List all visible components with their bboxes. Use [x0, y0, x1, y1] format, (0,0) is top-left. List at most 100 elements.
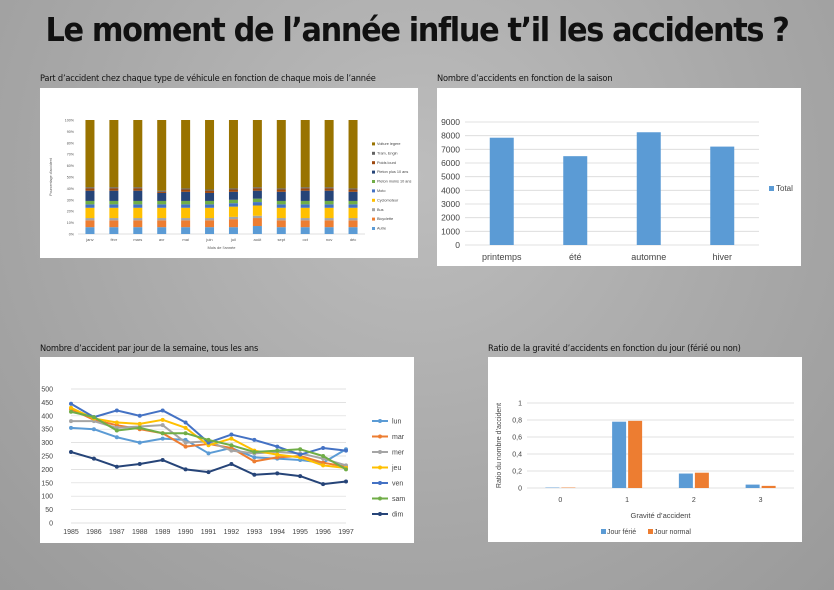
chart3-point: [275, 444, 280, 449]
chart4-bar: [745, 484, 760, 488]
chart1-bar-segment: [181, 207, 191, 219]
chart1-x-axis-label: Mois de l’année: [207, 245, 236, 250]
chart4-x-tick-label: 2: [692, 497, 696, 504]
chart1-bar-segment: [324, 187, 334, 189]
chart1-legend-label: Bus: [377, 208, 384, 212]
chart1-bar-segment: [324, 220, 334, 228]
chart3-point: [206, 437, 211, 442]
chart1-bar-segment: [157, 204, 167, 208]
chart1-bar-segment: [157, 191, 167, 193]
chart3-point: [206, 451, 211, 456]
chart1-bar-segment: [348, 189, 358, 192]
chart3-point: [183, 440, 188, 445]
chart1-x-tick-label: déc: [350, 237, 356, 242]
chart1-bar-segment: [300, 204, 310, 208]
chart3-legend-label: jeu: [391, 465, 401, 472]
chart1-bar-segment: [228, 120, 238, 189]
chart3-point: [137, 440, 142, 445]
chart1-bar-segment: [205, 207, 215, 219]
chart1-x-tick-label: août: [253, 237, 262, 242]
chart3-point: [137, 425, 142, 430]
chart1-y-tick-label: 30%: [67, 198, 75, 202]
chart4-legend-label: Jour férié: [607, 529, 636, 536]
chart1-y-axis-label: Pourcentage d’accident: [49, 158, 53, 196]
chart2-x-tick-label: été: [569, 252, 582, 262]
chart1-bar-segment: [181, 200, 191, 205]
chart1-x-tick-label: avr: [159, 237, 165, 242]
chart1-bar-segment: [109, 227, 119, 234]
page-title: Le moment de l’année influe t’il les acc…: [45, 10, 789, 49]
chart1-bar-segment: [109, 190, 119, 201]
chart2-y-tick-label: 4000: [441, 185, 460, 195]
chart3-legend-label: lun: [392, 419, 401, 426]
chart3-y-tick-label: 350: [41, 427, 53, 434]
chart2-y-tick-label: 9000: [441, 117, 460, 127]
chart1-y-tick-label: 60%: [67, 164, 75, 168]
chart1-x-tick-label: mai: [182, 237, 189, 242]
chart1-bar-segment: [109, 204, 119, 208]
chart1-bar-segment: [181, 218, 191, 221]
chart1-bar-segment: [133, 200, 143, 205]
chart3-x-tick-label: 1986: [86, 529, 102, 536]
chart1-bar-segment: [205, 120, 215, 190]
chart3-legend-label: mar: [392, 434, 405, 441]
chart3-point: [114, 464, 119, 469]
chart1-x-tick-label: oct: [303, 237, 309, 242]
chart1-y-tick-label: 80%: [67, 141, 75, 145]
chart1-bar-segment: [348, 204, 358, 208]
chart1-legend-label: Cyclomoteur: [377, 198, 399, 202]
chart4-bar: [678, 473, 693, 488]
chart3-panel: 0 50 100 150 200 250 300 350 400 450 500 1985 1986 19…: [40, 357, 414, 543]
chart3-point: [321, 463, 326, 468]
chart1-x-tick-label: sept: [278, 237, 286, 242]
chart1-bar-segment: [181, 191, 191, 201]
chart1-bar-segment: [157, 218, 167, 221]
chart3-x-tick-label: 1985: [63, 529, 79, 536]
chart1-bar-segment: [324, 218, 334, 221]
chart3-legend-label: ven: [392, 481, 403, 488]
chart1-bar-segment: [157, 192, 167, 201]
chart1-panel-title: Part d’accident chez chaque type de véhi…: [40, 73, 376, 84]
chart3-point: [252, 437, 257, 442]
chart3-point: [137, 462, 142, 467]
chart2-y-tick-label: 8000: [441, 131, 460, 141]
chart1-bar-segment: [252, 190, 262, 199]
chart3-point: [229, 443, 234, 448]
chart3-point: [183, 420, 188, 425]
chart1-legend-label: Voiture legere: [377, 142, 400, 146]
chart3-x-tick-label: 1989: [155, 529, 171, 536]
chart3-y-tick-label: 200: [41, 467, 53, 474]
chart1-legend-swatch: [372, 198, 375, 202]
chart4-y-tick-label: 0,4: [512, 452, 522, 459]
chart2-y-tick-label: 1000: [441, 226, 460, 236]
chart3-legend-label: sam: [392, 496, 405, 503]
chart3-point: [344, 448, 348, 453]
chart1-legend-label: Moto: [377, 189, 385, 193]
chart3-point: [160, 417, 165, 422]
chart2-y-tick-label: 7000: [441, 144, 460, 154]
chart1-bar-segment: [205, 189, 215, 191]
chart1-bar-segment: [300, 187, 310, 189]
chart1-bar-segment: [205, 218, 215, 221]
chart1-bar-segment: [348, 218, 358, 221]
chart1-legend-swatch: [372, 208, 375, 212]
chart1-bar-segment: [85, 204, 95, 208]
chart1-bar-segment: [324, 200, 334, 205]
chart1-bar-segment: [252, 218, 262, 227]
chart3-panel-title: Nombre d’accident par jour de la semaine…: [40, 343, 259, 354]
chart3-point: [275, 448, 280, 453]
chart1-bar-segment: [324, 188, 334, 191]
chart1-y-tick-label: 20%: [67, 210, 75, 214]
chart1-bar-segment: [228, 188, 238, 190]
chart3-point: [69, 405, 73, 410]
chart1-bar-segment: [85, 218, 95, 221]
chart4-bar: [628, 420, 643, 488]
chart1-legend-swatch: [372, 189, 375, 193]
chart2-legend-swatch: [769, 186, 774, 191]
chart3-x-tick-label: 1997: [338, 529, 354, 536]
chart1-bar-segment: [348, 200, 358, 205]
chart1-bar-segment: [324, 204, 334, 208]
chart1-legend-swatch: [372, 161, 375, 165]
chart1-bar-segment: [300, 120, 310, 188]
chart1-y-tick-label: 90%: [67, 130, 75, 134]
